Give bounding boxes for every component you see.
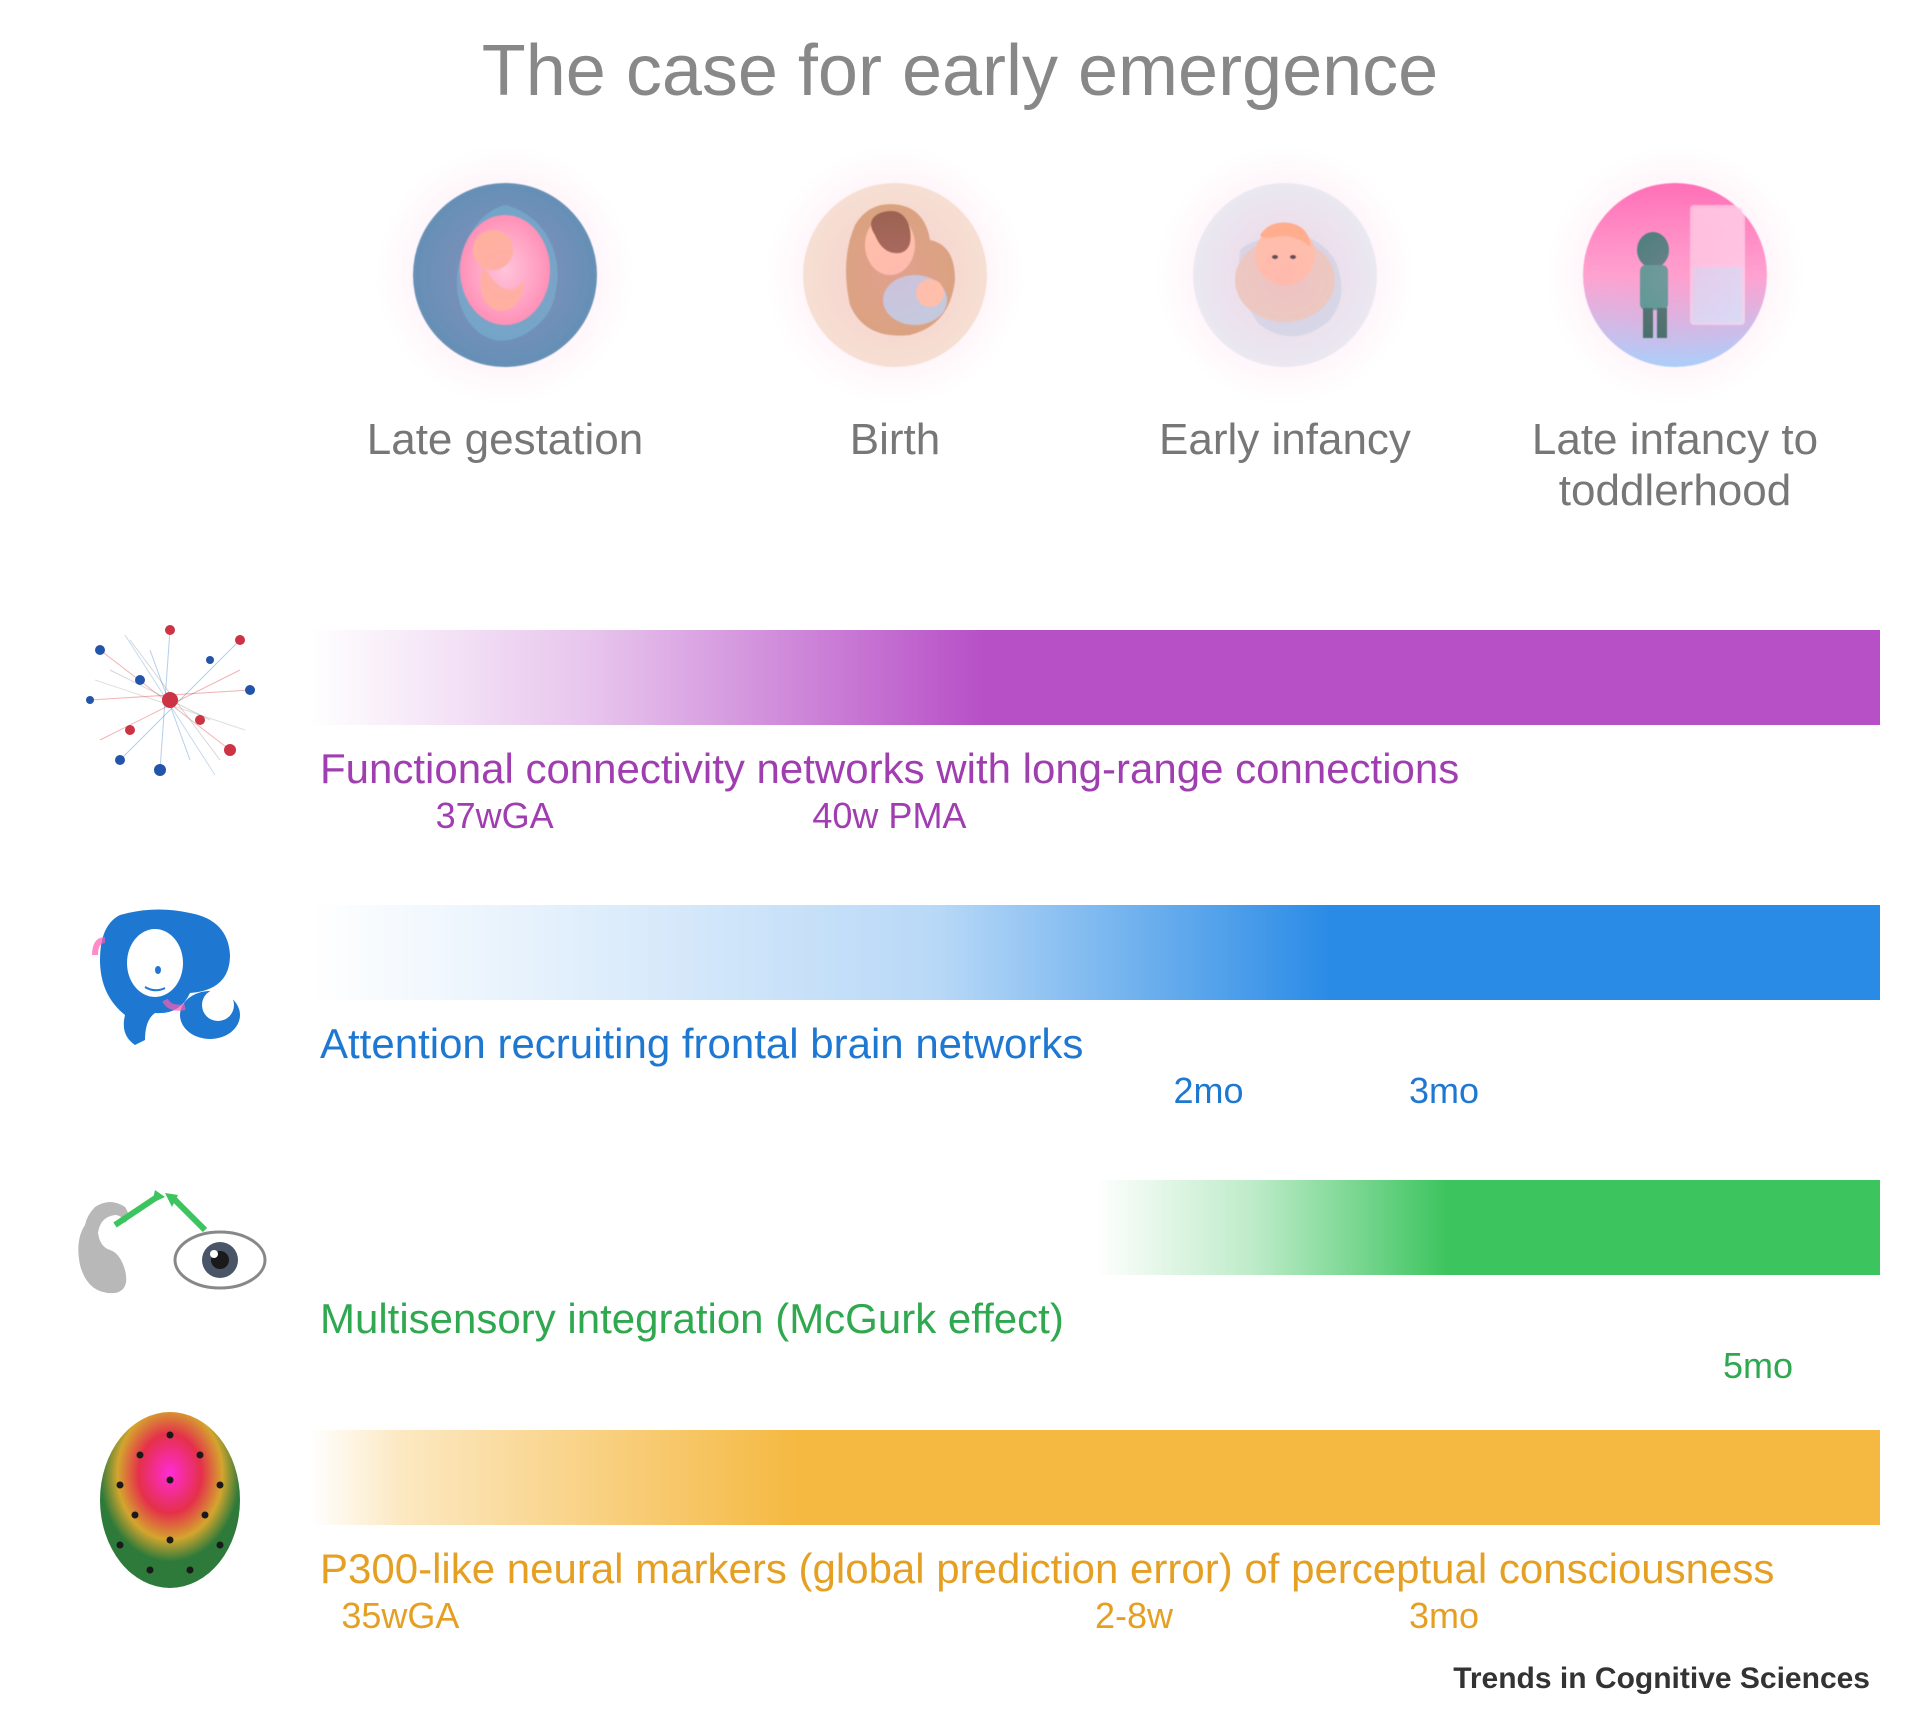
network-icon — [60, 610, 280, 790]
marker: 3mo — [1409, 1070, 1479, 1112]
row-attention: Attention recruiting frontal brain netwo… — [60, 905, 1880, 1175]
stage-label: Late gestation — [367, 415, 643, 466]
row-label-connectivity: Functional connectivity networks with lo… — [320, 745, 1459, 793]
row-multisensory: Multisensory integration (McGurk effect)… — [60, 1180, 1880, 1450]
ear-eye-icon — [60, 1160, 280, 1340]
row-p300: P300-like neural markers (global predict… — [60, 1430, 1880, 1700]
bar-attention — [310, 905, 1880, 1000]
row-label-p300: P300-like neural markers (global predict… — [320, 1545, 1774, 1593]
bar-p300 — [310, 1430, 1880, 1525]
toddler-window-icon — [1560, 160, 1790, 390]
bar-connectivity — [310, 630, 1880, 725]
stage-label: Early infancy — [1159, 415, 1411, 466]
marker: 2-8w — [1095, 1595, 1173, 1637]
stages-row: Late gestation Birth — [310, 160, 1870, 516]
row-label-attention: Attention recruiting frontal brain netwo… — [320, 1020, 1083, 1068]
marker: 37wGA — [436, 795, 554, 837]
infant-icon — [1170, 160, 1400, 390]
row-label-multisensory: Multisensory integration (McGurk effect) — [320, 1295, 1064, 1343]
stage-late-gestation: Late gestation — [325, 160, 685, 516]
stage-birth: Birth — [715, 160, 1075, 516]
marker: 5mo — [1723, 1345, 1793, 1387]
marker: 35wGA — [341, 1595, 459, 1637]
marker: 2mo — [1174, 1070, 1244, 1112]
fetus-icon — [390, 160, 620, 390]
journal-footer: Trends in Cognitive Sciences — [1453, 1662, 1870, 1696]
infographic-title: The case for early emergence — [482, 30, 1438, 112]
marker: 3mo — [1409, 1595, 1479, 1637]
mother-birth-icon — [780, 160, 1010, 390]
eeg-head-icon — [60, 1410, 280, 1590]
mother-baby-attention-icon — [60, 885, 280, 1065]
marker: 40w PMA — [812, 795, 966, 837]
stage-late-infancy: Late infancy to toddlerhood — [1495, 160, 1855, 516]
bar-multisensory — [310, 1180, 1880, 1275]
stage-label: Late infancy to toddlerhood — [1532, 415, 1818, 516]
stage-label: Birth — [850, 415, 940, 466]
row-connectivity: Functional connectivity networks with lo… — [60, 630, 1880, 900]
stage-early-infancy: Early infancy — [1105, 160, 1465, 516]
